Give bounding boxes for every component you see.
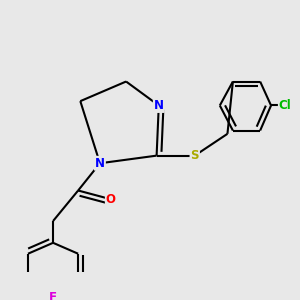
Text: O: O bbox=[106, 193, 116, 206]
Text: N: N bbox=[154, 99, 164, 112]
Text: S: S bbox=[190, 149, 199, 162]
Text: F: F bbox=[49, 291, 57, 300]
Text: Cl: Cl bbox=[279, 99, 292, 112]
Text: N: N bbox=[95, 157, 105, 170]
